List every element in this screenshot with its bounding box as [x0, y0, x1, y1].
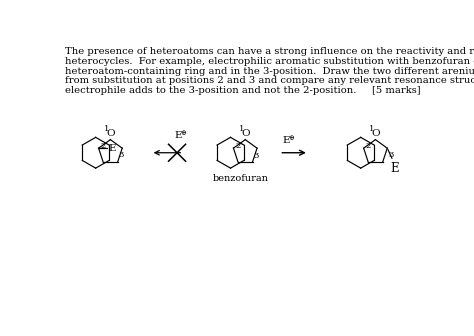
Text: heteroatom-containing ring and in the 3-position.  Draw the two different areniu: heteroatom-containing ring and in the 3-…: [65, 67, 474, 76]
Text: 2: 2: [236, 142, 241, 150]
Text: [5 marks]: [5 marks]: [372, 86, 420, 95]
Text: O: O: [106, 129, 115, 138]
Text: O: O: [241, 129, 250, 138]
Text: E: E: [175, 131, 182, 140]
Text: 1: 1: [104, 125, 109, 133]
Text: 2: 2: [101, 142, 106, 150]
Text: 3: 3: [254, 152, 259, 160]
Text: electrophile adds to the 3-position and not the 2-position.: electrophile adds to the 3-position and …: [65, 86, 357, 95]
Text: 3: 3: [389, 151, 394, 159]
Text: benzofuran: benzofuran: [213, 174, 269, 183]
Text: The presence of heteroatoms can have a strong influence on the reactivity and re: The presence of heteroatoms can have a s…: [65, 47, 474, 56]
Text: E: E: [283, 136, 290, 145]
Text: E: E: [109, 144, 116, 153]
Text: ⊕: ⊕: [180, 129, 186, 137]
Text: 1: 1: [239, 125, 244, 133]
Text: O: O: [371, 129, 380, 138]
Text: 1: 1: [369, 125, 374, 133]
Text: ⊕: ⊕: [288, 134, 294, 142]
Text: E: E: [390, 162, 399, 175]
Text: 2: 2: [366, 142, 371, 150]
Text: from substitution at positions 2 and 3 and compare any relevant resonance struct: from substitution at positions 2 and 3 a…: [65, 76, 474, 85]
Text: heterocycles.  For example, electrophilic aromatic substitution with benzofuran : heterocycles. For example, electrophilic…: [65, 57, 474, 66]
Text: 3: 3: [118, 151, 123, 159]
